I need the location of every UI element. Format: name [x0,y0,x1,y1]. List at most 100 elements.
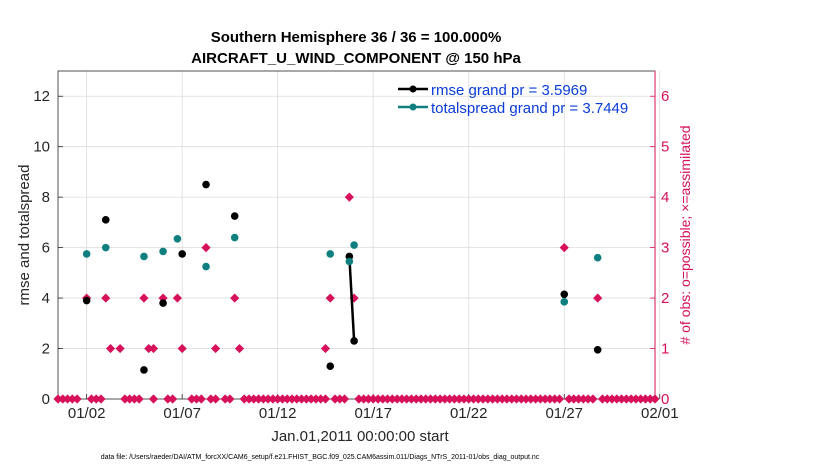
x-tick-label: 01/07 [163,405,201,422]
obs-count-marker [105,343,116,354]
rmse-point [230,212,239,220]
obs-count-marker-zero [597,394,608,404]
obs-count-marker-zero [287,394,297,404]
y-tick-label: 0 [42,391,50,408]
obs-count-marker-zero [483,394,493,404]
obs-count-marker-zero [425,394,436,404]
obs-count-series [53,192,660,404]
obs-count-marker-zero [492,394,502,404]
right-tick-label: 0 [661,391,669,408]
chart-subtitle: AIRCRAFT_U_WIND_COMPONENT @ 150 hPa [191,50,521,67]
rmse-point [159,299,167,307]
obs-count-marker-zero [516,394,526,404]
obs-count-marker-zero [91,394,101,404]
obs-count-marker-zero [296,394,307,404]
totalspread-point [101,243,110,252]
obs-count-marker-zero [507,394,517,404]
obs-count-marker-zero [363,394,374,404]
obs-count-marker [211,343,221,354]
y-axis-label: rmse and totalspread [16,165,33,306]
legend-marker-rmse [409,85,417,93]
obs-count-marker-zero [573,394,584,404]
obs-count-marker-zero [578,394,588,404]
obs-count-marker-zero [445,394,455,404]
obs-count-marker-zero [335,394,345,404]
right-tick-label: 6 [661,88,669,105]
x-tick-label: 01/02 [68,405,106,422]
totalspread-point [202,262,210,271]
obs-count-marker-zero [320,394,331,404]
obs-count-marker-zero [67,394,77,404]
obs-count-marker [139,293,149,303]
obs-count-marker-zero [129,394,140,404]
obs-count-marker-zero [253,394,264,404]
obs-count-marker-zero [478,394,488,404]
obs-count-marker-zero [125,394,135,404]
obs-count-marker-zero [292,394,302,404]
obs-count-marker-zero [311,394,321,404]
obs-count-marker [101,293,111,303]
obs-count-marker-zero [531,394,541,404]
obs-count-marker-zero [459,394,469,404]
obs-count-marker-zero [244,394,254,404]
obs-count-marker-zero [640,394,651,404]
obs-count-marker-zero [473,394,483,404]
footer-data-file: data file: /Users/raeder/DAI/ATM_forcXX/… [101,454,540,461]
obs-count-marker-zero [626,394,636,404]
totalspread-point [82,250,91,258]
y-tick-label: 12 [33,88,50,105]
obs-count-marker-zero [378,394,388,404]
obs-count-marker-zero [583,394,593,404]
right-tick-label: 1 [661,341,669,358]
obs-count-marker-zero [368,394,378,404]
rmse-point [202,180,210,189]
obs-count-marker-zero [511,394,522,404]
obs-count-marker-zero [206,394,216,404]
obs-count-marker-zero [402,394,412,404]
obs-count-marker-zero [540,394,550,404]
x-tick-label: 02/01 [641,405,679,422]
obs-count-marker-zero [163,394,173,404]
obs-count-marker-zero [411,394,421,404]
obs-count-marker-zero [521,394,531,404]
obs-count-marker-zero [339,394,350,404]
obs-count-marker-zero [282,394,292,404]
obs-count-marker-zero [535,394,545,404]
obs-count-marker-zero [616,394,627,404]
obs-count-marker [230,293,240,303]
obs-count-marker [234,343,245,354]
obs-count-marker-zero [488,394,498,404]
obs-count-marker-zero [301,394,311,404]
obs-count-marker-zero [440,394,450,404]
obs-count-marker-zero [120,394,130,404]
obs-count-marker-zero [263,394,273,404]
obs-count-marker-zero [497,394,507,404]
obs-count-marker-zero [187,394,197,404]
obs-count-marker-zero [650,394,660,404]
obs-count-marker-zero [249,394,259,404]
obs-count-marker-zero [636,394,646,404]
y-tick-label: 6 [42,240,50,257]
obs-count-marker-zero [268,394,278,404]
right-tick-label: 5 [661,139,669,156]
obs-count-marker-zero [397,394,407,404]
obs-count-marker-zero [464,394,474,404]
obs-count-marker-zero [277,394,288,404]
obs-count-marker-zero [569,394,579,404]
obs-count-marker-zero [526,394,536,404]
obs-count-marker-zero [468,394,479,404]
obs-count-marker-zero [387,394,397,404]
obs-count-marker-zero [354,394,364,404]
obs-count-marker-zero [168,394,178,404]
obs-count-marker-zero [273,394,283,404]
obs-count-marker-zero [86,394,97,404]
totalspread-point [230,233,239,242]
obs-count-marker [172,293,182,303]
x-tick-label: 01/27 [545,405,583,422]
obs-count-marker-zero [258,394,268,404]
obs-count-marker-zero [449,394,460,404]
obs-count-marker-zero [621,394,631,404]
obs-count-marker-zero [382,394,393,404]
